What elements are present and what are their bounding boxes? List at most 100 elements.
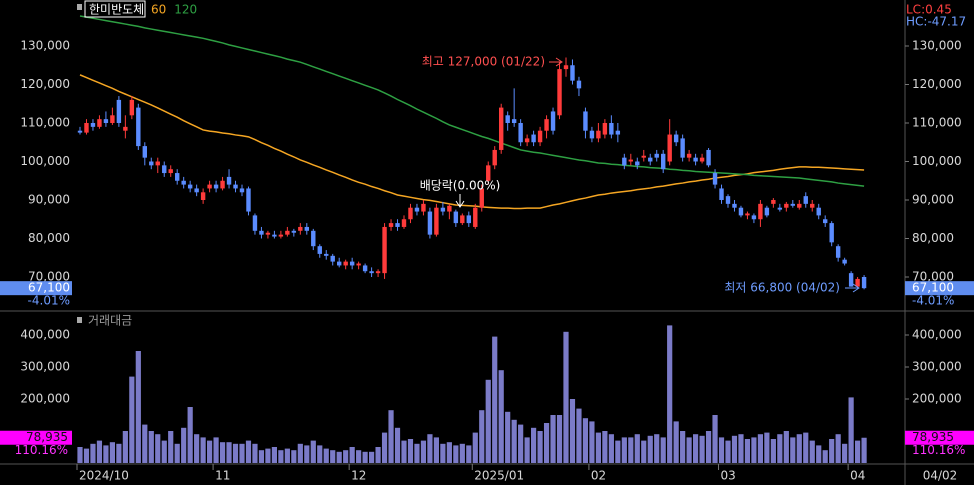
y-tick-label: 80,000 [28,231,70,245]
volume-bar [388,410,394,463]
volume-bar [427,434,433,463]
volume-bar [420,440,427,463]
volume-bar [848,397,854,463]
candle-body [291,230,297,233]
candle-body [524,138,530,143]
candle-body [661,153,666,170]
candle-body [311,230,316,247]
volume-bar [479,410,485,463]
volume-bar [245,440,252,463]
high-annotation: 최고 127,000 (01/22) [422,55,545,69]
candle-body [395,223,400,227]
volume-bar [699,435,705,463]
volume-bar [466,445,472,463]
price-tag [0,281,72,296]
y-tick-label: 90,000 [912,193,954,207]
volume-bar [356,450,362,463]
ratio-label: 110.16% [912,443,965,457]
volume-bar [777,434,783,463]
volume-bar [472,432,478,463]
volume-bar [375,447,381,463]
candle-body [499,107,504,150]
candle-body [706,149,711,166]
candle-body [544,119,549,131]
volume-bar [725,440,731,463]
volume-bar [148,431,154,463]
candle-body [265,232,271,235]
candle-body [576,80,582,89]
candle-body [686,153,692,158]
candle-body [479,188,484,208]
candle-body [369,271,374,274]
hc-label: HC:-47.17 [906,15,966,29]
volume-bar [602,431,608,463]
volume-tag-label: 78,935 [912,430,954,444]
candle-body [505,115,510,123]
volume-bar [550,415,556,463]
candle-body [408,207,413,220]
volume-bar [161,440,167,463]
volume-bar [310,440,316,463]
candle-body [777,207,783,210]
candle-body [149,161,154,166]
candle-body [589,130,595,139]
candle-body [732,203,737,208]
candle-body [362,265,368,272]
candle-body [745,213,750,216]
y-tick-label: 80,000 [912,231,954,245]
volume-bar [174,443,180,463]
volume-bar [213,437,219,463]
legend-entry: 120 [174,3,197,17]
candle-body [842,259,847,264]
candle-body [142,146,147,158]
candle-body [434,207,439,235]
candle-body [797,203,802,208]
y-tick-label: 120,000 [20,77,70,91]
y-tick-label: 110,000 [912,116,962,130]
candle-body [712,173,718,185]
volume-bar [155,434,161,463]
candle-body [194,188,199,193]
candle-body [110,115,115,123]
y-tick-label: 90,000 [28,193,70,207]
volume-bar [835,434,841,463]
candle-body [557,69,562,116]
candle-body [453,211,459,224]
candle-body [181,180,186,185]
volume-bar [226,442,232,463]
candle-body [816,207,821,216]
candle-body [680,138,685,158]
x-tick-label: 2024/10 [79,469,129,483]
volume-bar [680,431,686,463]
moving-average-line [79,74,865,210]
y-tick-label: 110,000 [20,116,70,130]
volume-bar [90,443,96,463]
candle-body [596,130,601,139]
y-tick-label: 130,000 [912,39,962,53]
volume-bar [712,415,718,463]
candle-body [84,123,89,133]
volume-bar [109,442,115,463]
legend-marker [77,4,82,10]
volume-bar [349,447,355,463]
volume-bar [861,437,867,463]
volume-bar [822,450,828,463]
volume-bar [116,443,122,463]
candle-body [829,223,834,243]
candle-body [758,203,763,220]
volume-bar [122,431,128,463]
volume-bar [194,434,200,463]
candle-body [187,184,193,189]
dividend-annotation: 배당락(0.00%) [420,179,501,193]
ratio-label: 110.16% [15,443,68,457]
volume-bar [751,437,757,463]
volume-bar [621,437,627,463]
candle-body [531,134,536,143]
volume-bar [829,439,835,463]
change-label: -4.01% [28,294,70,308]
volume-bar [453,445,459,463]
candle-body [123,126,128,131]
volume-bar [181,427,187,463]
volume-bar [187,407,193,463]
volume-bar [660,437,666,463]
